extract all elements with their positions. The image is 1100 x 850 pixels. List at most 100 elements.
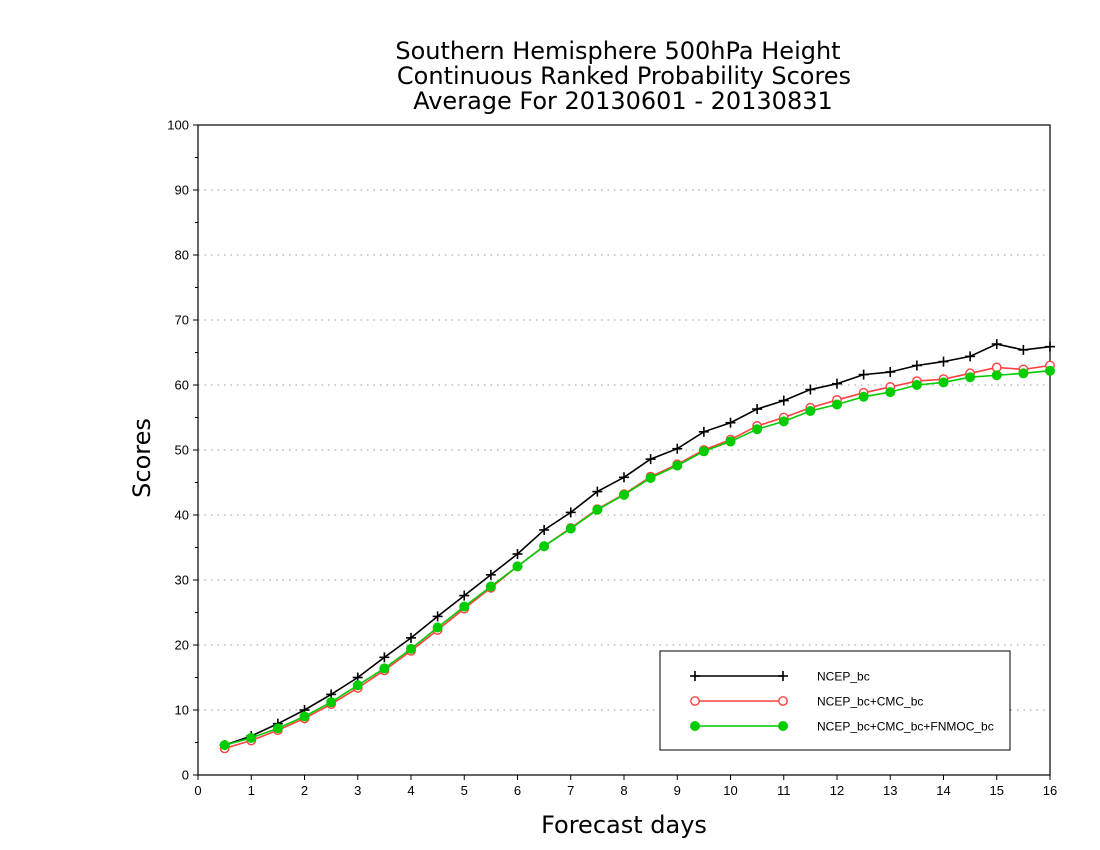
y-tick-label: 60	[175, 378, 189, 393]
data-point	[565, 507, 576, 518]
data-point	[432, 622, 443, 633]
data-point	[432, 611, 443, 622]
data-point	[1018, 368, 1029, 379]
legend-label: NCEP_bc	[817, 670, 870, 684]
x-tick-label: 16	[1043, 783, 1057, 798]
y-axis-title: Scores	[128, 418, 156, 498]
series-3	[219, 365, 1055, 751]
x-axis-title: Forecast days	[541, 811, 707, 839]
data-point	[911, 360, 922, 371]
y-tick-label: 30	[175, 573, 189, 588]
x-tick-label: 15	[990, 783, 1004, 798]
series-line	[224, 343, 1051, 746]
legend-marker	[778, 721, 788, 731]
data-point	[1018, 344, 1029, 355]
data-point	[619, 472, 629, 483]
x-tick-label: 12	[830, 783, 844, 798]
data-point	[725, 436, 736, 447]
data-point	[539, 541, 550, 552]
chart-title-line-3: Average For 20130601 - 20130831	[413, 87, 833, 115]
x-tick-label: 14	[936, 783, 950, 798]
data-point	[911, 380, 922, 390]
data-point	[565, 523, 576, 534]
data-point	[938, 356, 949, 367]
x-axis: 0 1 2 3 4 5 6 7 8 9 10 11 12 13 14 15 16	[194, 775, 1057, 798]
x-tick-label: 1	[248, 783, 255, 798]
data-point	[1045, 365, 1055, 376]
data-point	[778, 395, 789, 406]
data-point	[379, 652, 390, 663]
legend-marker	[690, 696, 700, 706]
data-point	[965, 351, 976, 362]
data-point	[965, 372, 976, 383]
data-point	[885, 367, 896, 377]
data-point	[832, 399, 842, 410]
data-point	[1045, 341, 1055, 352]
y-tick-label: 90	[175, 183, 189, 198]
data-point	[406, 643, 416, 654]
legend-marker	[690, 671, 700, 681]
data-point	[352, 680, 363, 691]
x-tick-label: 6	[514, 783, 521, 798]
data-point	[272, 723, 283, 734]
x-tick-label: 13	[883, 783, 897, 798]
data-point	[512, 561, 523, 572]
series-layer	[219, 339, 1055, 754]
gridlines	[198, 189, 1050, 711]
data-point	[219, 740, 230, 751]
data-point	[938, 377, 949, 388]
data-point	[832, 378, 842, 389]
legend-item: NCEP_bc	[690, 670, 870, 684]
chart-title-line-2: Continuous Ranked Probability Scores	[397, 62, 851, 90]
data-point	[592, 486, 603, 497]
x-tick-label: 11	[777, 783, 791, 798]
data-point	[485, 581, 496, 592]
data-point	[725, 417, 736, 428]
data-point	[459, 590, 470, 601]
data-point	[858, 391, 869, 402]
x-tick-label: 8	[620, 783, 627, 798]
data-point	[246, 732, 257, 743]
x-tick-label: 9	[674, 783, 681, 798]
data-point	[672, 460, 683, 471]
y-tick-label: 40	[175, 508, 189, 523]
data-point	[592, 504, 603, 515]
data-point	[991, 339, 1002, 350]
x-tick-label: 7	[567, 783, 574, 798]
data-point	[299, 711, 310, 722]
y-axis: 0 10 20 30 40 50 60 70 80 90 100	[167, 118, 198, 783]
data-point	[645, 472, 656, 483]
data-point	[672, 443, 683, 454]
data-point	[485, 569, 496, 580]
x-tick-label: 3	[354, 783, 361, 798]
legend-marker	[778, 696, 788, 706]
data-point	[459, 601, 470, 612]
x-tick-label: 4	[407, 783, 414, 798]
y-tick-label: 80	[175, 248, 189, 263]
legend-item: NCEP_bc+CMC_bc	[690, 695, 923, 709]
data-point	[805, 384, 816, 395]
data-point	[619, 489, 629, 500]
data-point	[752, 424, 763, 435]
y-tick-label: 0	[182, 768, 189, 783]
data-point	[752, 404, 763, 415]
legend-marker	[778, 671, 788, 681]
legend-label: NCEP_bc+CMC_bc+FNMOC_bc	[817, 720, 994, 734]
y-tick-label: 50	[175, 443, 189, 458]
data-point	[406, 632, 416, 643]
data-point	[805, 406, 816, 416]
legend: NCEP_bc NCEP_bc+CMC_bc NCEP_bc+CMC_bc+FNMO…	[659, 650, 1011, 751]
data-point	[379, 663, 390, 674]
data-point	[698, 446, 709, 457]
y-tick-label: 10	[175, 703, 189, 718]
y-tick-label: 100	[167, 118, 189, 133]
data-point	[858, 369, 869, 380]
data-point	[991, 370, 1002, 381]
data-point	[539, 524, 550, 535]
data-point	[326, 697, 337, 708]
x-tick-label: 2	[301, 783, 308, 798]
data-point	[698, 426, 709, 437]
y-tick-label: 20	[175, 638, 189, 653]
chart-title-line-1: Southern Hemisphere 500hPa Height	[395, 37, 840, 65]
